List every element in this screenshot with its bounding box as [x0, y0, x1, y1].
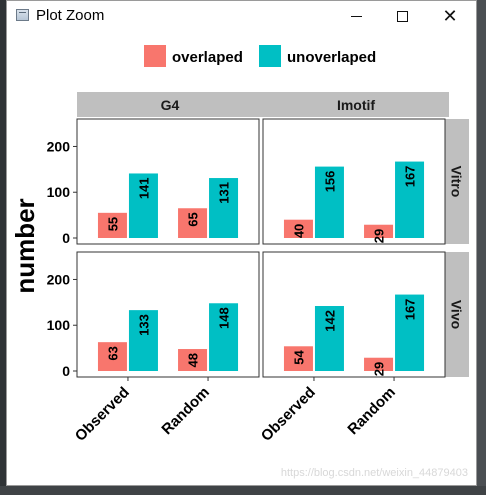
y-tick-label: 0: [62, 363, 70, 379]
bar-unoverlaped-Random: [395, 161, 425, 238]
x-tick-label: Observed: [72, 384, 133, 445]
y-tick-label: 100: [47, 184, 71, 200]
app-window-icon: [16, 9, 29, 21]
plot-area: overlaped unoverlaped G4 Imotif Vitro Vivo num…: [7, 31, 476, 485]
bar-unoverlaped-Random: [395, 294, 425, 371]
bar-overlaped-Random: [364, 357, 394, 371]
maximize-icon: [396, 10, 408, 22]
column-strip-label-G4: G4: [161, 97, 180, 113]
row-strip-Vitro: [444, 119, 469, 244]
minimize-button[interactable]: [333, 1, 379, 31]
data-label: 63: [105, 346, 120, 360]
row-strip-label-Vitro: Vitro: [449, 166, 465, 198]
window-title: Plot Zoom: [36, 7, 105, 24]
y-tick-label: 0: [62, 230, 70, 246]
row-strip-label-Vivo: Vivo: [449, 300, 465, 329]
bar-unoverlaped-Observed: [128, 310, 158, 371]
close-button[interactable]: ✕: [427, 1, 473, 31]
data-label: 142: [322, 310, 337, 332]
bar-unoverlaped-Random: [209, 178, 239, 238]
bar-overlaped-Random: [178, 349, 208, 371]
bar-overlaped-Observed: [97, 212, 127, 238]
bar-overlaped-Observed: [283, 346, 313, 371]
data-label: 148: [217, 307, 232, 329]
x-tick-label: Random: [158, 384, 212, 438]
data-label: 65: [186, 212, 201, 226]
bar-unoverlaped-Observed: [128, 173, 158, 238]
column-strip-label-Imotif: Imotif: [337, 97, 375, 113]
data-label: 131: [217, 182, 232, 204]
column-strip-Imotif: [263, 92, 449, 117]
bar-overlaped-Random: [364, 224, 394, 238]
data-label: 48: [186, 353, 201, 367]
data-label: 167: [403, 166, 418, 188]
bar-overlaped-Observed: [97, 342, 127, 371]
data-label: 55: [105, 217, 120, 231]
plot-zoom-window: Plot Zoom ✕ overlaped unoverlaped G4 Imotif…: [6, 0, 477, 486]
close-icon: ✕: [442, 5, 458, 26]
legend-label-unoverlaped: unoverlaped: [287, 49, 376, 66]
legend-label-overlaped: overlaped: [172, 49, 243, 66]
legend-swatch-overlaped: [144, 45, 166, 67]
y-tick-label: 200: [47, 138, 71, 154]
bar-overlaped-Observed: [283, 219, 313, 238]
data-label: 156: [322, 171, 337, 193]
background-strip: [0, 0, 6, 495]
data-label: 54: [291, 350, 306, 365]
x-tick-label: Random: [344, 384, 398, 438]
legend-swatch-unoverlaped: [259, 45, 281, 67]
y-tick-label: 100: [47, 317, 71, 333]
minimize-icon: [350, 15, 362, 17]
bar-unoverlaped-Random: [209, 303, 239, 371]
y-tick-label: 200: [47, 271, 71, 287]
bottom-strip: [0, 486, 486, 495]
bar-overlaped-Random: [178, 208, 208, 238]
x-tick-label: Observed: [258, 384, 319, 445]
data-label: 141: [136, 177, 151, 199]
faceted-bar-chart: overlaped unoverlaped G4 Imotif Vitro Vivo num…: [10, 45, 469, 445]
data-label: 133: [136, 314, 151, 336]
y-axis-title: number: [10, 198, 40, 293]
data-label: 40: [291, 224, 306, 238]
title-bar[interactable]: Plot Zoom ✕: [7, 1, 476, 31]
data-label: 29: [372, 362, 387, 376]
maximize-button[interactable]: [379, 1, 425, 31]
column-strip-G4: [77, 92, 263, 117]
watermark: https://blog.csdn.net/weixin_44879403: [280, 467, 468, 479]
data-label: 167: [403, 299, 418, 321]
bar-unoverlaped-Observed: [314, 166, 344, 238]
row-strip-Vivo: [444, 252, 469, 377]
data-label: 29: [372, 229, 387, 243]
bar-unoverlaped-Observed: [314, 306, 344, 371]
